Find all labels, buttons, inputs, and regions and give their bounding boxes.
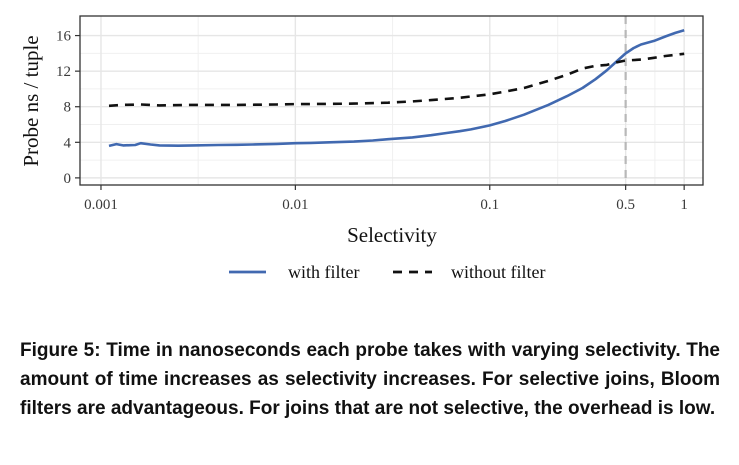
y-tick-label: 0	[64, 171, 72, 187]
legend-label-0: with filter	[288, 262, 359, 282]
plot-panel	[80, 16, 703, 185]
x-tick-label: 0.1	[480, 197, 499, 213]
y-tick-label: 16	[56, 29, 72, 45]
x-axis: 0.001 0.01 0.1 0.5 1	[84, 185, 688, 213]
series-line-1	[108, 52, 685, 108]
x-tick-label: 1	[680, 197, 688, 213]
legend-label-1: without filter	[451, 262, 545, 282]
legend: with filter without filter	[229, 262, 545, 282]
x-tick-label: 0.01	[282, 197, 308, 213]
x-tick-label: 0.001	[84, 197, 118, 213]
y-tick-label: 4	[64, 135, 72, 151]
y-axis: 0 4 8 12 16	[56, 29, 80, 187]
selectivity-chart: 0 4 8 12 16 0.001 0.01 0.1 0.5 1 Selectivity Pro…	[19, 15, 704, 282]
y-tick-label: 8	[64, 100, 72, 116]
y-tick-label: 12	[56, 64, 71, 80]
x-axis-title: Selectivity	[347, 223, 437, 247]
series-layer	[108, 28, 685, 148]
x-tick-label: 0.5	[616, 197, 635, 213]
major-grid	[80, 16, 703, 185]
y-axis-title: Probe ns / tuple	[19, 35, 43, 166]
plot-border	[79, 15, 704, 186]
figure-caption: Figure 5: Time in nanoseconds each probe…	[20, 340, 720, 419]
minor-grid	[80, 16, 703, 185]
series-line-0	[108, 28, 685, 148]
